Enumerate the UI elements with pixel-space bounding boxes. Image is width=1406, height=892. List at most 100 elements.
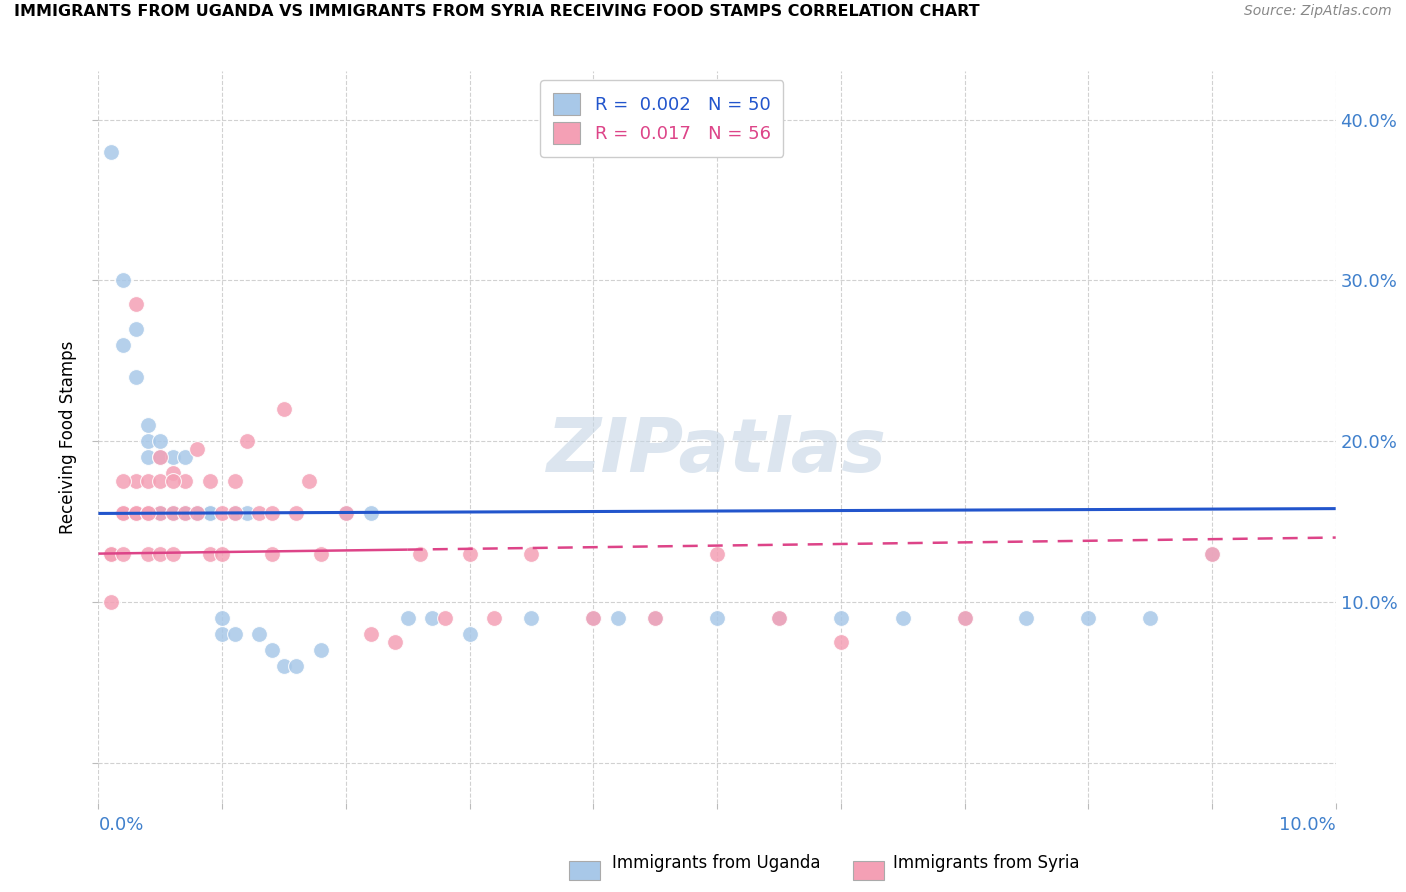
Point	[149, 547, 172, 561]
Point	[174, 450, 197, 465]
Point	[236, 434, 259, 449]
Point	[384, 635, 406, 649]
Point	[247, 627, 270, 641]
Point	[124, 507, 146, 521]
Point	[224, 507, 246, 521]
Point	[211, 507, 233, 521]
Point	[186, 507, 208, 521]
Point	[1015, 611, 1038, 625]
Point	[162, 475, 184, 489]
Point	[706, 547, 728, 561]
Point	[285, 507, 308, 521]
Point	[458, 627, 481, 641]
Point	[174, 507, 197, 521]
Point	[830, 611, 852, 625]
Point	[186, 442, 208, 457]
Point	[112, 475, 135, 489]
Point	[458, 547, 481, 561]
Point	[136, 507, 159, 521]
Point	[124, 507, 146, 521]
Point	[260, 643, 283, 657]
Point	[644, 611, 666, 625]
Point	[224, 507, 246, 521]
Point	[100, 595, 122, 609]
Point	[224, 475, 246, 489]
Point	[236, 507, 259, 521]
Point	[520, 611, 543, 625]
Point	[162, 450, 184, 465]
Point	[186, 507, 208, 521]
Point	[298, 475, 321, 489]
Point	[484, 611, 506, 625]
Point	[174, 507, 197, 521]
Point	[211, 547, 233, 561]
Point	[186, 507, 208, 521]
Point	[136, 417, 159, 432]
Point	[136, 475, 159, 489]
Point	[100, 547, 122, 561]
Point	[582, 611, 605, 625]
Point	[149, 507, 172, 521]
Point	[162, 507, 184, 521]
Point	[1201, 547, 1223, 561]
Point	[149, 507, 172, 521]
Point	[891, 611, 914, 625]
Point	[273, 401, 295, 416]
Point	[149, 434, 172, 449]
Point	[124, 369, 146, 384]
Point	[162, 547, 184, 561]
Point	[1201, 547, 1223, 561]
Point	[174, 475, 197, 489]
Point	[644, 611, 666, 625]
Point	[162, 467, 184, 481]
Point	[433, 611, 456, 625]
Text: 0.0%: 0.0%	[98, 815, 143, 834]
Point	[1139, 611, 1161, 625]
Point	[260, 507, 283, 521]
Point	[830, 635, 852, 649]
Text: Immigrants from Syria: Immigrants from Syria	[893, 855, 1080, 872]
Point	[211, 627, 233, 641]
Point	[273, 659, 295, 673]
Point	[422, 611, 444, 625]
Point	[112, 507, 135, 521]
Text: IMMIGRANTS FROM UGANDA VS IMMIGRANTS FROM SYRIA RECEIVING FOOD STAMPS CORRELATIO: IMMIGRANTS FROM UGANDA VS IMMIGRANTS FRO…	[14, 4, 980, 20]
Point	[335, 507, 357, 521]
Point	[409, 547, 432, 561]
Point	[124, 475, 146, 489]
Point	[149, 507, 172, 521]
Point	[768, 611, 790, 625]
Point	[136, 434, 159, 449]
Point	[112, 337, 135, 351]
Point	[198, 507, 221, 521]
Point	[360, 627, 382, 641]
Point	[520, 547, 543, 561]
Point	[396, 611, 419, 625]
Point	[953, 611, 976, 625]
Text: Immigrants from Uganda: Immigrants from Uganda	[612, 855, 820, 872]
Point	[285, 659, 308, 673]
Y-axis label: Receiving Food Stamps: Receiving Food Stamps	[59, 341, 77, 533]
Text: 10.0%: 10.0%	[1279, 815, 1336, 834]
Point	[607, 611, 630, 625]
Point	[100, 145, 122, 159]
Point	[149, 450, 172, 465]
Point	[260, 547, 283, 561]
Point	[198, 475, 221, 489]
Point	[136, 547, 159, 561]
Point	[309, 547, 332, 561]
Point	[198, 547, 221, 561]
Point	[136, 507, 159, 521]
Point	[162, 507, 184, 521]
Point	[335, 507, 357, 521]
Point	[112, 547, 135, 561]
Point	[124, 321, 146, 335]
Point	[136, 450, 159, 465]
Point	[100, 547, 122, 561]
Point	[1077, 611, 1099, 625]
Point	[224, 627, 246, 641]
Point	[124, 297, 146, 311]
Point	[247, 507, 270, 521]
Point	[162, 507, 184, 521]
Point	[198, 507, 221, 521]
